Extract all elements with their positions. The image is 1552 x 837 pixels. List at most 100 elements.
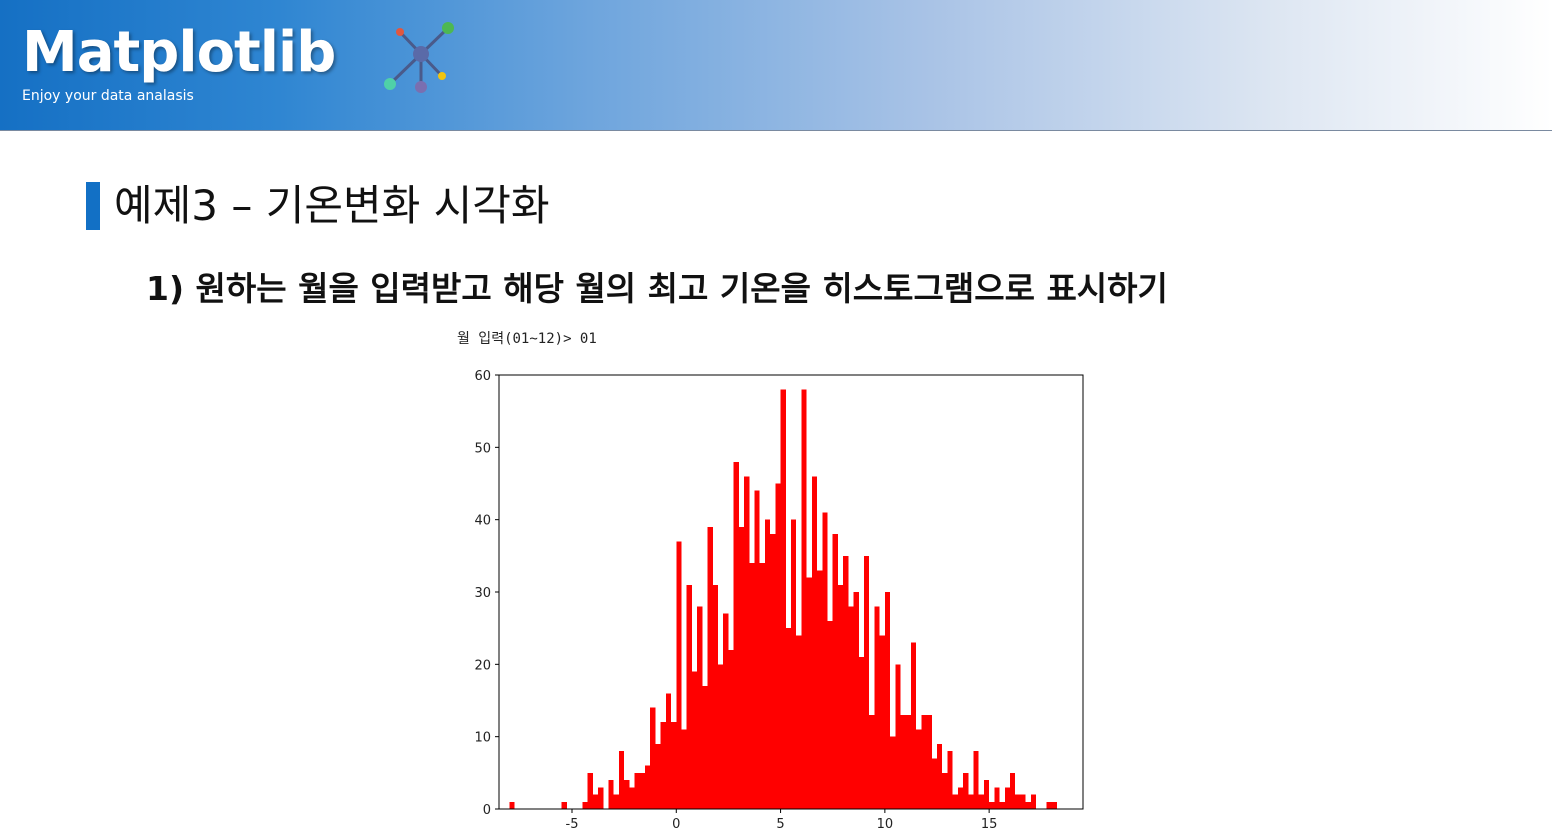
y-tick-label: 10 <box>474 731 491 746</box>
histogram-bar <box>884 592 891 809</box>
histogram-bar <box>738 526 745 809</box>
histogram-bar <box>608 780 614 809</box>
histogram-bar <box>624 780 630 809</box>
histogram-bar <box>832 534 838 809</box>
histogram-bar <box>947 751 953 809</box>
histogram-bar <box>618 751 625 809</box>
histogram-bar <box>582 801 588 809</box>
histogram-bar <box>702 686 708 809</box>
console-prompt: 월 입력(01~12)> 01 <box>457 331 597 347</box>
histogram-bar <box>853 592 859 809</box>
header-banner: Matplotlib Enjoy your data analasis <box>0 0 1552 131</box>
histogram-bar <box>1020 794 1026 809</box>
histogram-bar <box>691 671 698 809</box>
histogram-bar <box>963 772 969 809</box>
histogram-bar <box>791 519 797 809</box>
histogram-chart: 0 10 20 30 40 50 60 -5 0 5 10 15 <box>474 369 1084 832</box>
histogram-bar <box>587 772 593 809</box>
histogram-bar <box>916 729 922 809</box>
histogram-bar <box>1030 794 1037 809</box>
histogram-bar <box>874 606 880 809</box>
y-tick-label: 30 <box>474 586 491 601</box>
histogram-bar <box>895 664 901 809</box>
histogram-bar <box>775 483 781 809</box>
histogram-bar <box>942 772 948 809</box>
histogram-bar <box>1051 801 1057 809</box>
histogram-bar <box>910 642 917 809</box>
brand-title: Matplotlib <box>22 20 336 85</box>
histogram-bar <box>561 801 567 809</box>
histogram-bar <box>817 570 823 809</box>
histogram-bar <box>999 801 1005 809</box>
histogram-bar <box>1046 801 1052 809</box>
y-tick-label: 40 <box>474 514 491 529</box>
histogram-bar <box>707 526 713 809</box>
histogram-bar <box>749 563 755 809</box>
histogram-bar <box>645 765 651 809</box>
brand-tagline: Enjoy your data analasis <box>22 88 194 104</box>
histogram-bar <box>806 577 812 809</box>
histogram-bar <box>613 794 619 809</box>
histogram-bar <box>879 635 885 809</box>
histogram-bar <box>629 787 635 809</box>
histogram-bar <box>744 476 750 809</box>
histogram-bar <box>598 787 604 809</box>
y-tick-label: 0 <box>483 803 491 818</box>
slide-title: 예제3 – 기온변화 시각화 <box>114 181 550 230</box>
histogram-bar <box>957 787 964 809</box>
title-accent-bar <box>86 182 100 230</box>
histogram-bar <box>968 794 974 809</box>
histogram-bar <box>1025 801 1031 809</box>
histogram-bar <box>848 606 854 809</box>
histogram-bar <box>671 722 677 809</box>
histogram-bar <box>634 772 640 809</box>
histogram-bar <box>759 563 765 809</box>
histogram-bar <box>921 714 927 809</box>
histogram-bar <box>764 519 771 809</box>
histogram-bar <box>843 555 849 809</box>
slide-subtitle: 1) 원하는 월을 입력받고 해당 월의 최고 기온을 히스토그램으로 표시하기 <box>146 269 1168 308</box>
histogram-bar <box>785 628 791 809</box>
histogram-bar <box>801 389 807 809</box>
histogram-bar <box>1010 772 1016 809</box>
histogram-bar <box>926 714 932 809</box>
histogram-bar <box>890 736 896 809</box>
histogram-bar <box>905 714 911 809</box>
histogram-bar <box>728 649 734 809</box>
histogram-bar <box>770 534 776 809</box>
histogram-bar <box>780 389 786 809</box>
histogram-bar <box>754 490 760 809</box>
histogram-bar <box>592 794 599 809</box>
histogram-bar <box>650 707 656 809</box>
histogram-bar <box>697 606 703 809</box>
histogram-bar <box>983 780 990 809</box>
histogram-bar <box>869 714 875 809</box>
histogram-bar <box>655 743 661 809</box>
histogram-bar <box>978 794 984 809</box>
histogram-bar <box>676 541 682 809</box>
histogram-bar <box>686 584 692 809</box>
histogram-bar <box>858 657 864 809</box>
x-tick-label: 0 <box>672 817 680 832</box>
histogram-bar <box>665 693 672 809</box>
histogram-bar <box>827 620 833 809</box>
histogram-bar <box>973 751 979 809</box>
histogram-bar <box>994 787 1000 809</box>
x-tick-label: 15 <box>981 817 998 832</box>
histogram-bar <box>733 461 739 809</box>
x-tick-label: -5 <box>566 817 579 832</box>
histogram-bar <box>822 512 828 809</box>
y-tick-label: 60 <box>474 369 491 384</box>
histogram-bar <box>837 584 844 809</box>
histogram-bar <box>1004 787 1010 809</box>
histogram-bar <box>900 714 906 809</box>
x-tick-label: 5 <box>776 817 784 832</box>
histogram-bar <box>712 584 718 809</box>
x-tick-label: 10 <box>877 817 894 832</box>
histogram-bar <box>509 801 515 809</box>
matplotlib-network-icon <box>384 22 454 93</box>
histogram-bar <box>681 729 687 809</box>
histogram-bar <box>864 555 870 809</box>
histogram-bar <box>660 722 666 809</box>
histogram-bar <box>931 758 937 809</box>
